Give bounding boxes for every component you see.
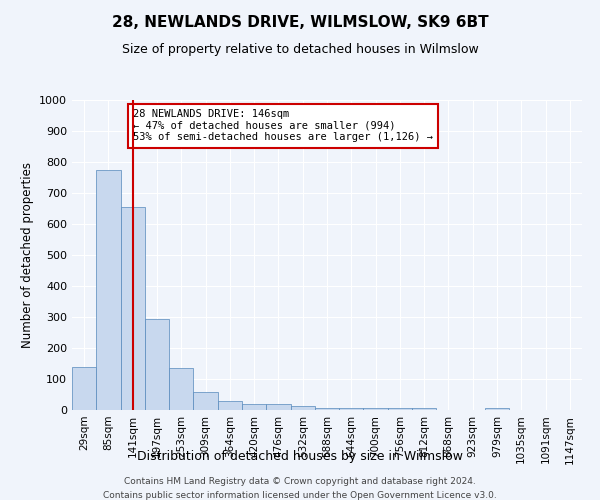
Bar xyxy=(266,404,290,410)
Text: 28 NEWLANDS DRIVE: 146sqm
← 47% of detached houses are smaller (994)
53% of semi: 28 NEWLANDS DRIVE: 146sqm ← 47% of detac… xyxy=(133,110,433,142)
Bar xyxy=(145,318,169,410)
Bar xyxy=(96,170,121,410)
Y-axis label: Number of detached properties: Number of detached properties xyxy=(20,162,34,348)
Bar xyxy=(72,366,96,410)
Bar xyxy=(121,207,145,410)
Bar xyxy=(169,368,193,410)
Bar xyxy=(290,406,315,410)
Bar xyxy=(315,408,339,410)
Text: Contains HM Land Registry data © Crown copyright and database right 2024.: Contains HM Land Registry data © Crown c… xyxy=(124,478,476,486)
Bar xyxy=(218,402,242,410)
Text: Distribution of detached houses by size in Wilmslow: Distribution of detached houses by size … xyxy=(137,450,463,463)
Bar xyxy=(388,408,412,410)
Bar xyxy=(242,404,266,410)
Text: 28, NEWLANDS DRIVE, WILMSLOW, SK9 6BT: 28, NEWLANDS DRIVE, WILMSLOW, SK9 6BT xyxy=(112,15,488,30)
Text: Size of property relative to detached houses in Wilmslow: Size of property relative to detached ho… xyxy=(122,42,478,56)
Text: Contains public sector information licensed under the Open Government Licence v3: Contains public sector information licen… xyxy=(103,491,497,500)
Bar xyxy=(364,408,388,410)
Bar xyxy=(485,408,509,410)
Bar xyxy=(339,408,364,410)
Bar xyxy=(412,408,436,410)
Bar xyxy=(193,392,218,410)
